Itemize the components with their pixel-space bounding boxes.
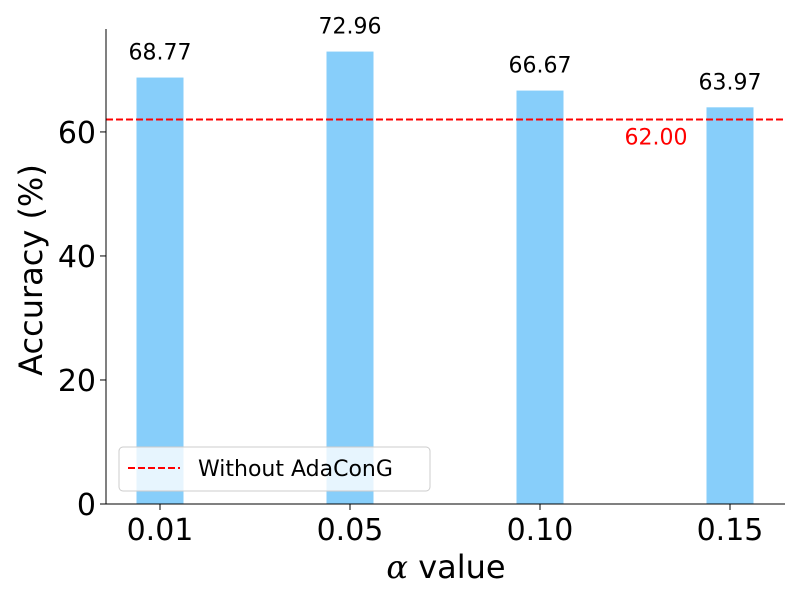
y-tick-label: 20	[58, 364, 96, 399]
legend-label: Without AdaConG	[198, 457, 393, 482]
bar-0.10	[516, 90, 564, 505]
reference-line-group: 62.00	[106, 118, 785, 151]
bar-0.15	[706, 107, 754, 505]
y-tick-label: 40	[58, 240, 96, 275]
axes-group: 0 20 40 60 0.01 0.05 0.10 0.15 α value Accuracy (…	[12, 29, 785, 586]
labels-group: 68.77 72.96 66.67 63.97	[129, 15, 762, 96]
bar-value-label: 66.67	[509, 54, 572, 79]
x-tick-label: 0.01	[127, 513, 194, 548]
y-tick-label: 60	[58, 116, 96, 151]
bar-value-label: 72.96	[319, 15, 382, 40]
bar-0.01	[136, 77, 184, 505]
bar-value-label: 63.97	[699, 70, 762, 95]
bar-value-label: 68.77	[129, 41, 192, 66]
y-tick-label: 0	[77, 488, 96, 523]
bars-group	[136, 51, 754, 505]
bar-0.05	[326, 51, 374, 504]
legend-box	[118, 446, 431, 492]
x-tick-label: 0.10	[507, 513, 574, 548]
legend: Without AdaConG	[118, 446, 431, 492]
x-axis-label-symbol: α	[386, 548, 408, 586]
y-axis-label: Accuracy (%)	[12, 164, 50, 376]
x-tick-label: 0.05	[317, 513, 384, 548]
x-tick-label: 0.15	[697, 513, 764, 548]
reference-line-label: 62.00	[625, 126, 688, 151]
x-axis-label: α value	[386, 548, 505, 586]
x-axis-label-text: value	[408, 548, 506, 586]
